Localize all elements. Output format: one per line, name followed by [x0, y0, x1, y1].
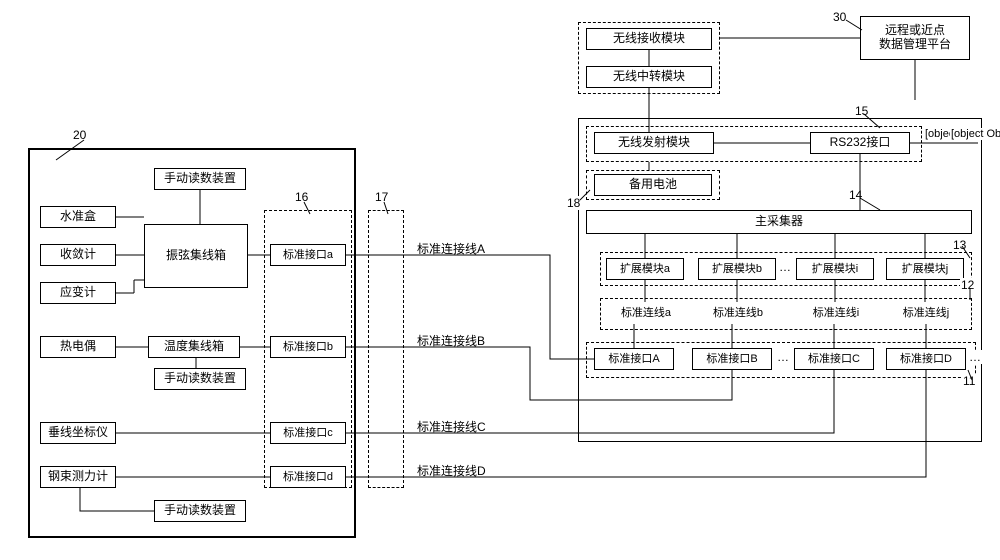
num-12: 12: [960, 278, 975, 292]
num-20: 20: [72, 128, 87, 142]
ext-i: 扩展模块i: [796, 258, 874, 280]
stdi-a: 标准接口a: [270, 244, 346, 266]
stdl-b: 标准连线b: [698, 302, 778, 324]
dots-i2: …: [968, 350, 982, 364]
num-11: 11: [962, 374, 976, 388]
ext-j: 扩展模块j: [886, 258, 964, 280]
plumb: 垂线坐标仪: [40, 422, 116, 444]
num-17: 17: [374, 190, 389, 204]
ext-b: 扩展模块b: [698, 258, 776, 280]
stdi-B: 标准接口B: [692, 348, 772, 370]
backup-battery: 备用电池: [594, 174, 712, 196]
link-B: 标准连接线B: [416, 332, 486, 349]
link-C: 标准连接线C: [416, 418, 487, 435]
link-D: 标准连接线D: [416, 462, 487, 479]
wireless-relay: 无线中转模块: [586, 66, 712, 88]
num-15: 15: [854, 104, 869, 118]
stdl-a: 标准连线a: [606, 302, 686, 324]
manual-1: 手动读数装置: [154, 168, 246, 190]
stdi-C: 标准接口C: [794, 348, 874, 370]
rs232: RS232接口: [810, 132, 910, 154]
level-box: 水准盒: [40, 206, 116, 228]
dots-i1: …: [776, 350, 790, 364]
strain-gauge: 应变计: [40, 282, 116, 304]
dots-ext1: …: [778, 260, 792, 274]
ext-a: 扩展模块a: [606, 258, 684, 280]
num-18: 18: [566, 196, 581, 210]
force: 钢束测力计: [40, 466, 116, 488]
cable-label: [object Object]: [950, 128, 1000, 140]
stdi-d: 标准接口d: [270, 466, 346, 488]
thermo: 热电偶: [40, 336, 116, 358]
wireless-tx: 无线发射模块: [594, 132, 714, 154]
stdi-b: 标准接口b: [270, 336, 346, 358]
stdi-A: 标准接口A: [594, 348, 674, 370]
wireless-rx: 无线接收模块: [586, 28, 712, 50]
stdi-c: 标准接口c: [270, 422, 346, 444]
temp-box: 温度集线箱: [148, 336, 240, 358]
num-16: 16: [294, 190, 309, 204]
num-30: 30: [832, 10, 847, 24]
stdl-j: 标准连线j: [886, 302, 966, 324]
conv-meter: 收敛计: [40, 244, 116, 266]
group-17: [368, 210, 404, 488]
stdi-D: 标准接口D: [886, 348, 966, 370]
main-collector: 主采集器: [586, 210, 972, 234]
link-A: 标准连接线A: [416, 240, 486, 257]
num-14: 14: [848, 188, 863, 202]
vib-box: 振弦集线箱: [144, 224, 248, 288]
stdl-i: 标准连线i: [796, 302, 876, 324]
block-30: 远程或近点 数据管理平台: [860, 16, 970, 60]
diagram-stage: 远程或近点 数据管理平台 30 无线接收模块 无线中转模块 15 无线发射模块 …: [10, 10, 990, 550]
manual-3: 手动读数装置: [154, 500, 246, 522]
num-13: 13: [952, 238, 967, 252]
manual-2: 手动读数装置: [154, 368, 246, 390]
